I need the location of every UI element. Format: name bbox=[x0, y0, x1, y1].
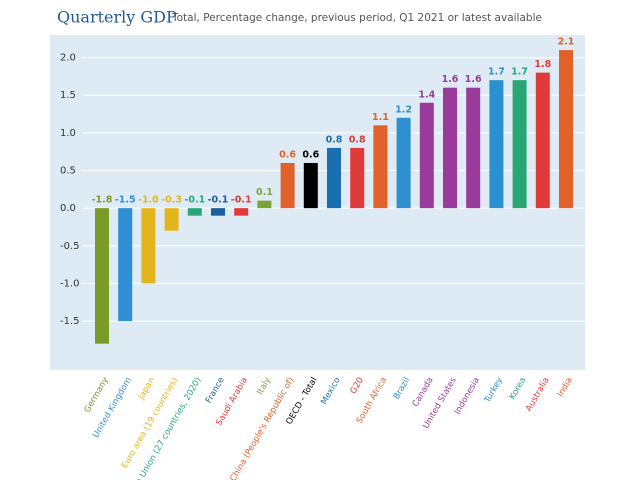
bar bbox=[187, 208, 202, 216]
value-label: 1.8 bbox=[534, 59, 551, 70]
bar bbox=[164, 208, 179, 231]
value-label: -0.1 bbox=[231, 195, 252, 206]
value-label: 1.2 bbox=[395, 104, 412, 115]
bar bbox=[257, 200, 272, 209]
y-tick-label: -1.0 bbox=[60, 278, 80, 289]
chart-title: Quarterly GDP bbox=[57, 8, 177, 27]
bar bbox=[559, 50, 573, 209]
x-tick-label: Canada bbox=[411, 376, 436, 409]
y-tick-label: 1.0 bbox=[60, 128, 76, 139]
bar bbox=[512, 80, 527, 209]
value-label: -0.3 bbox=[161, 195, 182, 206]
bar bbox=[234, 208, 249, 216]
x-tick-label: G20 bbox=[349, 376, 366, 396]
bar bbox=[350, 147, 365, 209]
x-tick-label: Brazil bbox=[392, 376, 413, 402]
bar bbox=[280, 162, 295, 209]
chart-subtitle: Total, Percentage change, previous perio… bbox=[171, 12, 542, 24]
value-label: -0.1 bbox=[184, 195, 205, 206]
bar bbox=[489, 80, 504, 209]
x-tick-label: Mexico bbox=[319, 376, 343, 407]
value-label: 0.8 bbox=[349, 134, 366, 145]
value-label: -1.8 bbox=[92, 195, 113, 206]
value-label: 0.6 bbox=[302, 149, 319, 160]
value-label: 1.1 bbox=[372, 112, 389, 123]
bar bbox=[535, 72, 550, 209]
bar bbox=[118, 208, 133, 322]
x-tick-label: Korea bbox=[508, 376, 529, 402]
value-label: 0.1 bbox=[256, 187, 273, 198]
x-tick-label: France bbox=[204, 376, 227, 405]
y-tick-label: 1.5 bbox=[60, 90, 76, 101]
x-tick-label: Japan bbox=[136, 376, 157, 402]
value-label: 1.7 bbox=[488, 67, 505, 78]
bar bbox=[466, 87, 481, 209]
bar bbox=[303, 162, 318, 209]
bar bbox=[211, 208, 225, 216]
bar bbox=[141, 208, 156, 284]
value-label: 1.7 bbox=[511, 67, 528, 78]
value-label: -0.1 bbox=[208, 195, 229, 206]
y-tick-label: 0.0 bbox=[60, 203, 76, 214]
x-tick-label: India bbox=[556, 376, 575, 399]
value-label: 1.4 bbox=[418, 89, 435, 100]
value-label: 0.8 bbox=[326, 134, 343, 145]
bar bbox=[327, 147, 341, 209]
value-label: 0.6 bbox=[279, 149, 296, 160]
value-label: 1.6 bbox=[465, 74, 482, 85]
value-label: 1.6 bbox=[442, 74, 459, 85]
x-tick-label: Australia bbox=[524, 376, 551, 414]
bar bbox=[396, 117, 411, 209]
bar bbox=[419, 102, 434, 209]
y-tick-label: -1.5 bbox=[60, 316, 80, 327]
value-label: -1.5 bbox=[115, 195, 136, 206]
y-tick-label: -0.5 bbox=[60, 241, 80, 252]
bar bbox=[443, 87, 457, 209]
value-label: -1.0 bbox=[138, 195, 159, 206]
bar bbox=[373, 125, 388, 209]
x-tick-label: Italy bbox=[255, 376, 273, 397]
x-tick-label: Turkey bbox=[482, 376, 505, 406]
y-tick-label: 0.5 bbox=[60, 166, 76, 177]
bar bbox=[95, 208, 109, 344]
y-tick-label: 2.0 bbox=[60, 53, 76, 64]
value-label: 2.1 bbox=[558, 37, 575, 48]
